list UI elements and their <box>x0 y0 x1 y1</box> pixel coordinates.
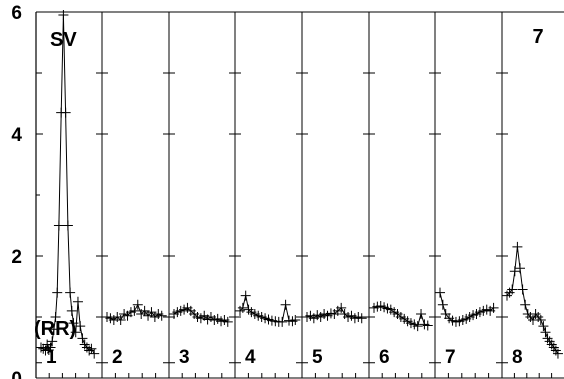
data-point <box>280 299 291 310</box>
data-point <box>416 308 427 319</box>
data-point <box>129 305 140 316</box>
plot-frame <box>35 11 564 379</box>
data-point <box>520 299 531 310</box>
data-point <box>509 266 520 277</box>
data-point <box>435 287 445 298</box>
corner-label: 7 <box>532 26 543 48</box>
data-point <box>84 345 95 356</box>
data-point <box>66 305 77 316</box>
y-axis: 0 2 4 6 <box>11 3 43 379</box>
data-point <box>243 304 254 315</box>
data-point <box>507 284 518 295</box>
data-point <box>52 287 63 298</box>
data-point <box>488 302 499 313</box>
data-point <box>437 299 448 310</box>
panel-6: 6 <box>363 12 433 378</box>
data-point <box>515 263 525 274</box>
y-tick-label: 2 <box>11 247 22 268</box>
data-point <box>240 290 251 301</box>
data-point <box>60 107 71 118</box>
data-point <box>336 302 347 313</box>
data-point <box>156 310 167 321</box>
y-tick-label: 4 <box>11 125 22 146</box>
panel-label: 5 <box>312 347 323 368</box>
data-point <box>58 10 69 21</box>
panel-label: 1 <box>46 347 57 368</box>
series-line-8 <box>506 246 559 354</box>
data-point <box>277 316 288 327</box>
data-point <box>517 284 528 295</box>
panel-8: 8 <box>496 12 563 378</box>
data-point <box>222 316 233 327</box>
data-point <box>412 321 423 332</box>
data-point <box>50 312 61 322</box>
data-point <box>65 287 76 298</box>
data-point <box>70 327 81 338</box>
data-point <box>68 318 79 329</box>
data-point <box>45 342 56 353</box>
panel-label: 7 <box>445 347 456 368</box>
panel-3: 3 <box>163 12 233 378</box>
data-point <box>48 324 59 335</box>
data-point <box>535 315 546 326</box>
y-tick-label: 6 <box>11 3 22 24</box>
chart-title: SV <box>50 29 77 51</box>
data-point <box>290 315 301 326</box>
data-point <box>552 348 563 359</box>
panel-2: 2 <box>96 12 167 378</box>
data-point <box>53 220 64 231</box>
data-point <box>115 315 126 326</box>
inner-label-rr: (RR) <box>34 318 76 340</box>
series-line-1 <box>40 15 95 354</box>
series-line-7 <box>439 292 494 323</box>
panel-5: 5 <box>296 12 367 378</box>
panel-7: 7 <box>429 12 499 378</box>
data-point <box>512 241 523 252</box>
data-point <box>540 327 551 338</box>
panel-4: 4 <box>229 12 301 378</box>
data-point <box>47 336 58 347</box>
data-point <box>422 320 433 331</box>
data-point <box>356 313 367 324</box>
data-point <box>43 344 54 355</box>
data-point <box>72 296 83 307</box>
data-point <box>86 343 97 354</box>
data-point <box>89 348 100 359</box>
panel-label: 6 <box>379 347 390 368</box>
panel-label: 8 <box>512 347 523 368</box>
data-point <box>538 321 549 332</box>
panel-label: 4 <box>245 347 256 368</box>
panels-layer: 1 2 3 4 5 6 7 8 <box>36 10 563 378</box>
data-point <box>75 321 86 332</box>
data-point <box>62 220 73 231</box>
y-tick-label: 0 <box>11 369 22 379</box>
data-point <box>132 299 143 310</box>
panel-label: 2 <box>112 347 123 368</box>
panel-label: 3 <box>179 347 190 368</box>
data-point <box>237 302 248 313</box>
data-point <box>38 343 49 354</box>
data-point <box>77 333 88 344</box>
